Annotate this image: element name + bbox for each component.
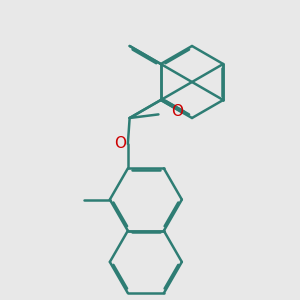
- Text: O: O: [114, 136, 126, 152]
- Text: O: O: [171, 104, 183, 119]
